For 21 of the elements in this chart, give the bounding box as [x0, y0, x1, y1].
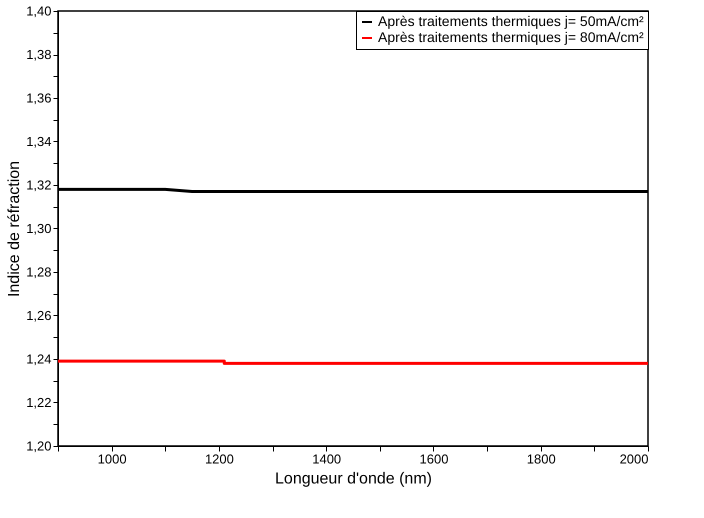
x-axis-title: Longueur d'onde (nm)	[275, 470, 432, 488]
y-tick-label: 1,20	[26, 438, 52, 454]
y-tick-label: 1,22	[26, 395, 52, 410]
legend-label: Après traitements thermiques j= 50mA/cm²	[378, 13, 644, 29]
y-tick-label: 1,34	[26, 134, 52, 149]
x-tick-label: 1000	[98, 452, 127, 466]
y-tick-label: 1,32	[26, 178, 52, 192]
y-tick-label: 1,40	[26, 4, 52, 18]
x-tick-label: 2000	[620, 452, 648, 466]
y-tick-label: 1,38	[26, 47, 52, 62]
x-tick-label: 1200	[204, 452, 234, 466]
y-tick-label: 1,30	[26, 221, 52, 236]
x-tick-label: 1800	[526, 452, 556, 466]
y-tick-label: 1,24	[26, 352, 52, 366]
y-tick-label: 1,26	[26, 308, 52, 323]
legend-label: Après traitements thermiques j= 80mA/cm²	[378, 29, 644, 45]
y-axis-title: Indice de réfraction	[6, 160, 24, 298]
x-tick-label: 1600	[419, 452, 448, 466]
y-tick-label: 1,36	[26, 90, 52, 106]
y-tick-label: 1,28	[26, 264, 52, 280]
x-tick-label: 1400	[312, 452, 342, 466]
